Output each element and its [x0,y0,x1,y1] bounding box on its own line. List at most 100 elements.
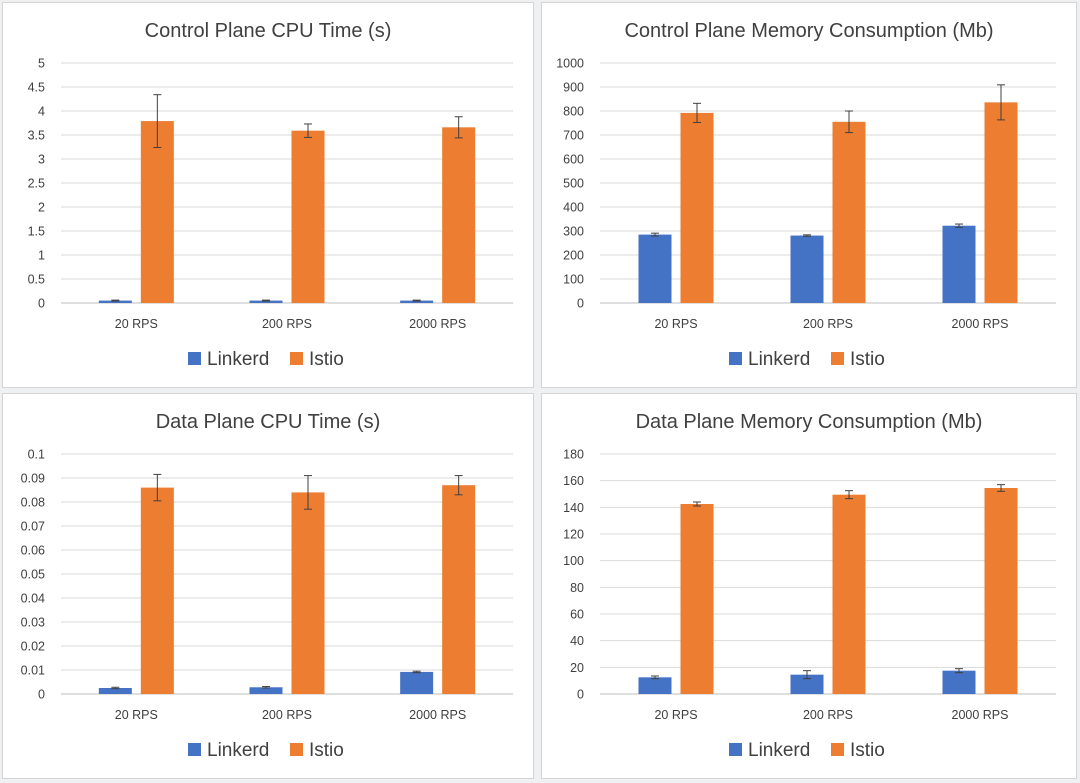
y-tick-label: 1000 [556,57,584,71]
error-bar [153,94,162,148]
bar-istio [442,485,476,694]
x-tick-label: 20 RPS [654,317,697,331]
legend-swatch-istio [831,352,844,365]
bar-linkerd [98,300,132,303]
y-tick-label: 4 [38,105,45,119]
error-bar [262,686,270,689]
bar-istio [140,121,174,303]
y-tick-label: 500 [563,177,584,191]
error-bar [803,670,811,680]
y-tick-label: 20 [570,661,584,675]
x-tick-label: 20 RPS [115,317,158,331]
error-bar [262,299,270,302]
error-bar [845,110,853,134]
y-tick-label: 200 [563,249,584,263]
bar-linkerd [249,300,283,303]
chart-title: Data Plane Memory Consumption (Mb) [636,411,983,433]
legend-label-linkerd: Linkerd [748,740,810,761]
legend: Linkerd Istio [188,349,344,370]
error-bar [454,116,463,139]
bar-linkerd [638,677,672,694]
legend-swatch-istio [831,743,844,756]
legend-label-istio: Istio [850,349,885,370]
y-tick-label: 900 [563,81,584,95]
x-tick-label: 200 RPS [803,708,853,722]
legend-label-linkerd: Linkerd [207,349,269,370]
error-bar [997,84,1005,121]
legend-label-istio: Istio [309,349,344,370]
bar-istio [291,130,325,303]
y-tick-label: 800 [563,105,584,119]
y-tick-label: 0.1 [28,448,45,462]
y-tick-label: 2 [38,201,45,215]
y-tick-label: 80 [570,581,584,595]
x-tick-label: 20 RPS [115,708,158,722]
x-tick-label: 200 RPS [262,708,312,722]
x-tick-label: 2000 RPS [409,708,466,722]
error-bar [412,299,421,302]
y-tick-label: 3.5 [28,129,45,143]
legend-label-linkerd: Linkerd [748,349,810,370]
chart-title: Control Plane Memory Consumption (Mb) [624,20,993,42]
legend-swatch-istio [290,352,303,365]
bar-linkerd [98,688,132,694]
error-bar [454,475,463,496]
chart-svg: Control Plane CPU Time (s) 0 0.5 1 1.5 2 2.5 3 3… [28,20,513,370]
y-tick-label: 0 [38,688,45,702]
bar-linkerd [790,674,824,694]
y-tick-label: 1.5 [28,225,45,239]
error-bar [304,123,312,138]
x-tick-label: 2000 RPS [409,317,466,331]
control-plane-memory-chart: Control Plane Memory Consumption (Mb) 0 10… [541,2,1077,388]
y-tick-label: 0 [577,688,584,702]
error-bar [153,473,162,502]
bar-istio [832,121,866,303]
data-plane-cpu-chart: Data Plane CPU Time (s) 0 0.01 0.02 0.03 0.04… [2,393,534,779]
y-tick-label: 5 [38,57,45,71]
error-bar [803,234,811,237]
error-bar [651,232,659,237]
bar-istio [291,492,325,694]
legend-label-istio: Istio [309,740,344,761]
x-tick-label: 2000 RPS [952,708,1009,722]
bar-linkerd [790,235,824,303]
y-tick-label: 0.07 [21,520,45,534]
bar-linkerd [638,234,672,303]
error-bar [651,675,659,680]
y-tick-label: 0.03 [21,616,45,630]
y-tick-label: 60 [570,608,584,622]
legend-swatch-linkerd [188,352,201,365]
error-bar [997,484,1005,492]
y-tick-label: 0.02 [21,640,45,654]
bar-linkerd [249,687,283,694]
legend-swatch-linkerd [188,743,201,756]
y-tick-label: 0.5 [28,273,45,287]
legend-swatch-linkerd [729,743,742,756]
y-tick-label: 140 [563,501,584,515]
error-bar [955,668,963,674]
bar-istio [442,127,476,303]
chart-title: Data Plane CPU Time (s) [156,411,381,433]
legend-swatch-linkerd [729,352,742,365]
y-tick-label: 600 [563,153,584,167]
y-tick-label: 0.06 [21,544,45,558]
y-tick-label: 0 [38,297,45,311]
y-tick-label: 180 [563,448,584,462]
bar-istio [984,102,1018,303]
y-tick-label: 3 [38,153,45,167]
error-bar [693,102,701,124]
chart-svg: Control Plane Memory Consumption (Mb) 0 10… [556,20,1056,370]
y-tick-label: 160 [563,474,584,488]
y-tick-label: 300 [563,225,584,239]
error-bar [304,475,312,510]
error-bar [693,501,701,507]
chart-svg: Data Plane Memory Consumption (Mb) 0 20 40 6… [563,411,1056,761]
bar-istio [680,504,714,694]
y-tick-label: 0.04 [21,592,45,606]
x-tick-label: 200 RPS [803,317,853,331]
bar-istio [984,488,1018,694]
bar-linkerd [942,670,976,694]
y-tick-label: 700 [563,129,584,143]
legend-swatch-istio [290,743,303,756]
legend-label-istio: Istio [850,740,885,761]
